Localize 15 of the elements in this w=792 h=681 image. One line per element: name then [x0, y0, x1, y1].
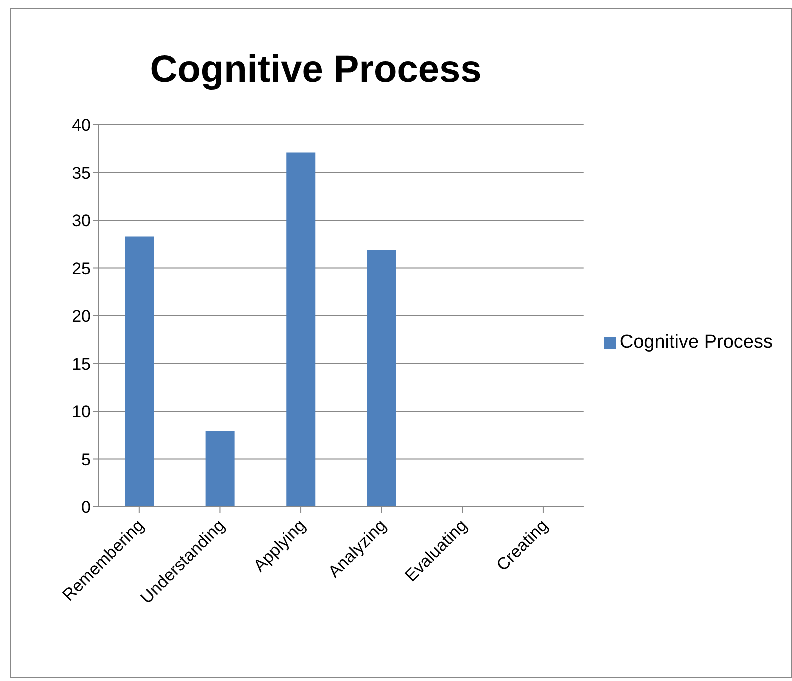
y-tick-label: 40: [72, 116, 91, 136]
legend-label: Cognitive Process: [620, 332, 773, 353]
y-tick-label: 25: [72, 259, 91, 278]
y-tick-label: 30: [72, 212, 91, 231]
y-tick-label: 0: [82, 498, 91, 518]
bar: [286, 152, 316, 507]
bar: [206, 432, 235, 507]
chart-title: Cognitive Process: [149, 49, 483, 92]
y-tick-label: 35: [72, 164, 91, 183]
bar: [367, 250, 396, 507]
y-tick-label: 20: [72, 307, 91, 326]
y-tick-label: 5: [82, 450, 91, 470]
bar: [125, 236, 154, 507]
y-tick-label: 10: [72, 402, 91, 422]
y-tick-label: 15: [72, 354, 91, 374]
